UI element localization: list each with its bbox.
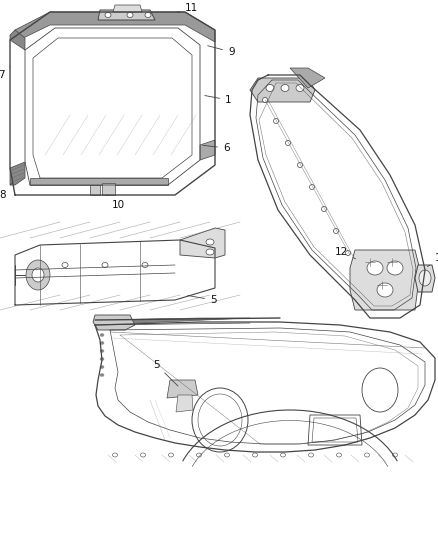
Polygon shape bbox=[200, 140, 215, 160]
Ellipse shape bbox=[321, 206, 326, 212]
Polygon shape bbox=[180, 228, 225, 258]
Ellipse shape bbox=[297, 163, 303, 167]
Ellipse shape bbox=[100, 334, 104, 336]
Ellipse shape bbox=[333, 229, 339, 233]
Text: 5: 5 bbox=[188, 295, 217, 305]
Text: 9: 9 bbox=[208, 46, 235, 57]
Ellipse shape bbox=[102, 262, 108, 268]
Polygon shape bbox=[102, 183, 115, 195]
Text: 12: 12 bbox=[335, 247, 356, 259]
Text: 10: 10 bbox=[107, 195, 125, 210]
Polygon shape bbox=[95, 318, 250, 325]
Ellipse shape bbox=[100, 358, 104, 360]
Ellipse shape bbox=[286, 141, 290, 146]
Polygon shape bbox=[90, 185, 100, 195]
Polygon shape bbox=[10, 162, 25, 185]
Ellipse shape bbox=[262, 98, 268, 102]
Polygon shape bbox=[98, 10, 155, 20]
Polygon shape bbox=[167, 380, 198, 398]
Text: 13: 13 bbox=[427, 253, 438, 266]
Polygon shape bbox=[415, 265, 435, 292]
Ellipse shape bbox=[142, 262, 148, 268]
Ellipse shape bbox=[377, 283, 393, 297]
Text: 11: 11 bbox=[178, 3, 198, 13]
Ellipse shape bbox=[206, 239, 214, 245]
Ellipse shape bbox=[296, 85, 304, 92]
Ellipse shape bbox=[105, 12, 111, 18]
Ellipse shape bbox=[419, 270, 431, 286]
Ellipse shape bbox=[100, 374, 104, 376]
Ellipse shape bbox=[387, 261, 403, 275]
Polygon shape bbox=[93, 315, 135, 330]
Polygon shape bbox=[176, 395, 193, 412]
Polygon shape bbox=[250, 78, 315, 102]
Polygon shape bbox=[290, 68, 325, 88]
Text: 1: 1 bbox=[205, 95, 232, 105]
Ellipse shape bbox=[32, 268, 44, 282]
Text: 6: 6 bbox=[203, 143, 230, 153]
Text: 5: 5 bbox=[153, 360, 178, 386]
Text: 8: 8 bbox=[0, 183, 12, 200]
Ellipse shape bbox=[310, 184, 314, 190]
Polygon shape bbox=[10, 30, 25, 50]
Polygon shape bbox=[113, 5, 142, 12]
Text: 7: 7 bbox=[0, 67, 10, 80]
Ellipse shape bbox=[367, 261, 383, 275]
Ellipse shape bbox=[346, 251, 350, 255]
Polygon shape bbox=[30, 178, 168, 185]
Ellipse shape bbox=[127, 12, 133, 18]
Ellipse shape bbox=[273, 118, 279, 124]
Ellipse shape bbox=[266, 85, 274, 92]
Ellipse shape bbox=[62, 262, 68, 268]
Ellipse shape bbox=[100, 342, 104, 344]
Ellipse shape bbox=[100, 350, 104, 352]
Ellipse shape bbox=[206, 249, 214, 255]
Ellipse shape bbox=[100, 366, 104, 368]
Ellipse shape bbox=[26, 260, 50, 290]
Polygon shape bbox=[15, 12, 215, 42]
Ellipse shape bbox=[145, 12, 151, 18]
Polygon shape bbox=[350, 250, 420, 310]
Ellipse shape bbox=[281, 85, 289, 92]
